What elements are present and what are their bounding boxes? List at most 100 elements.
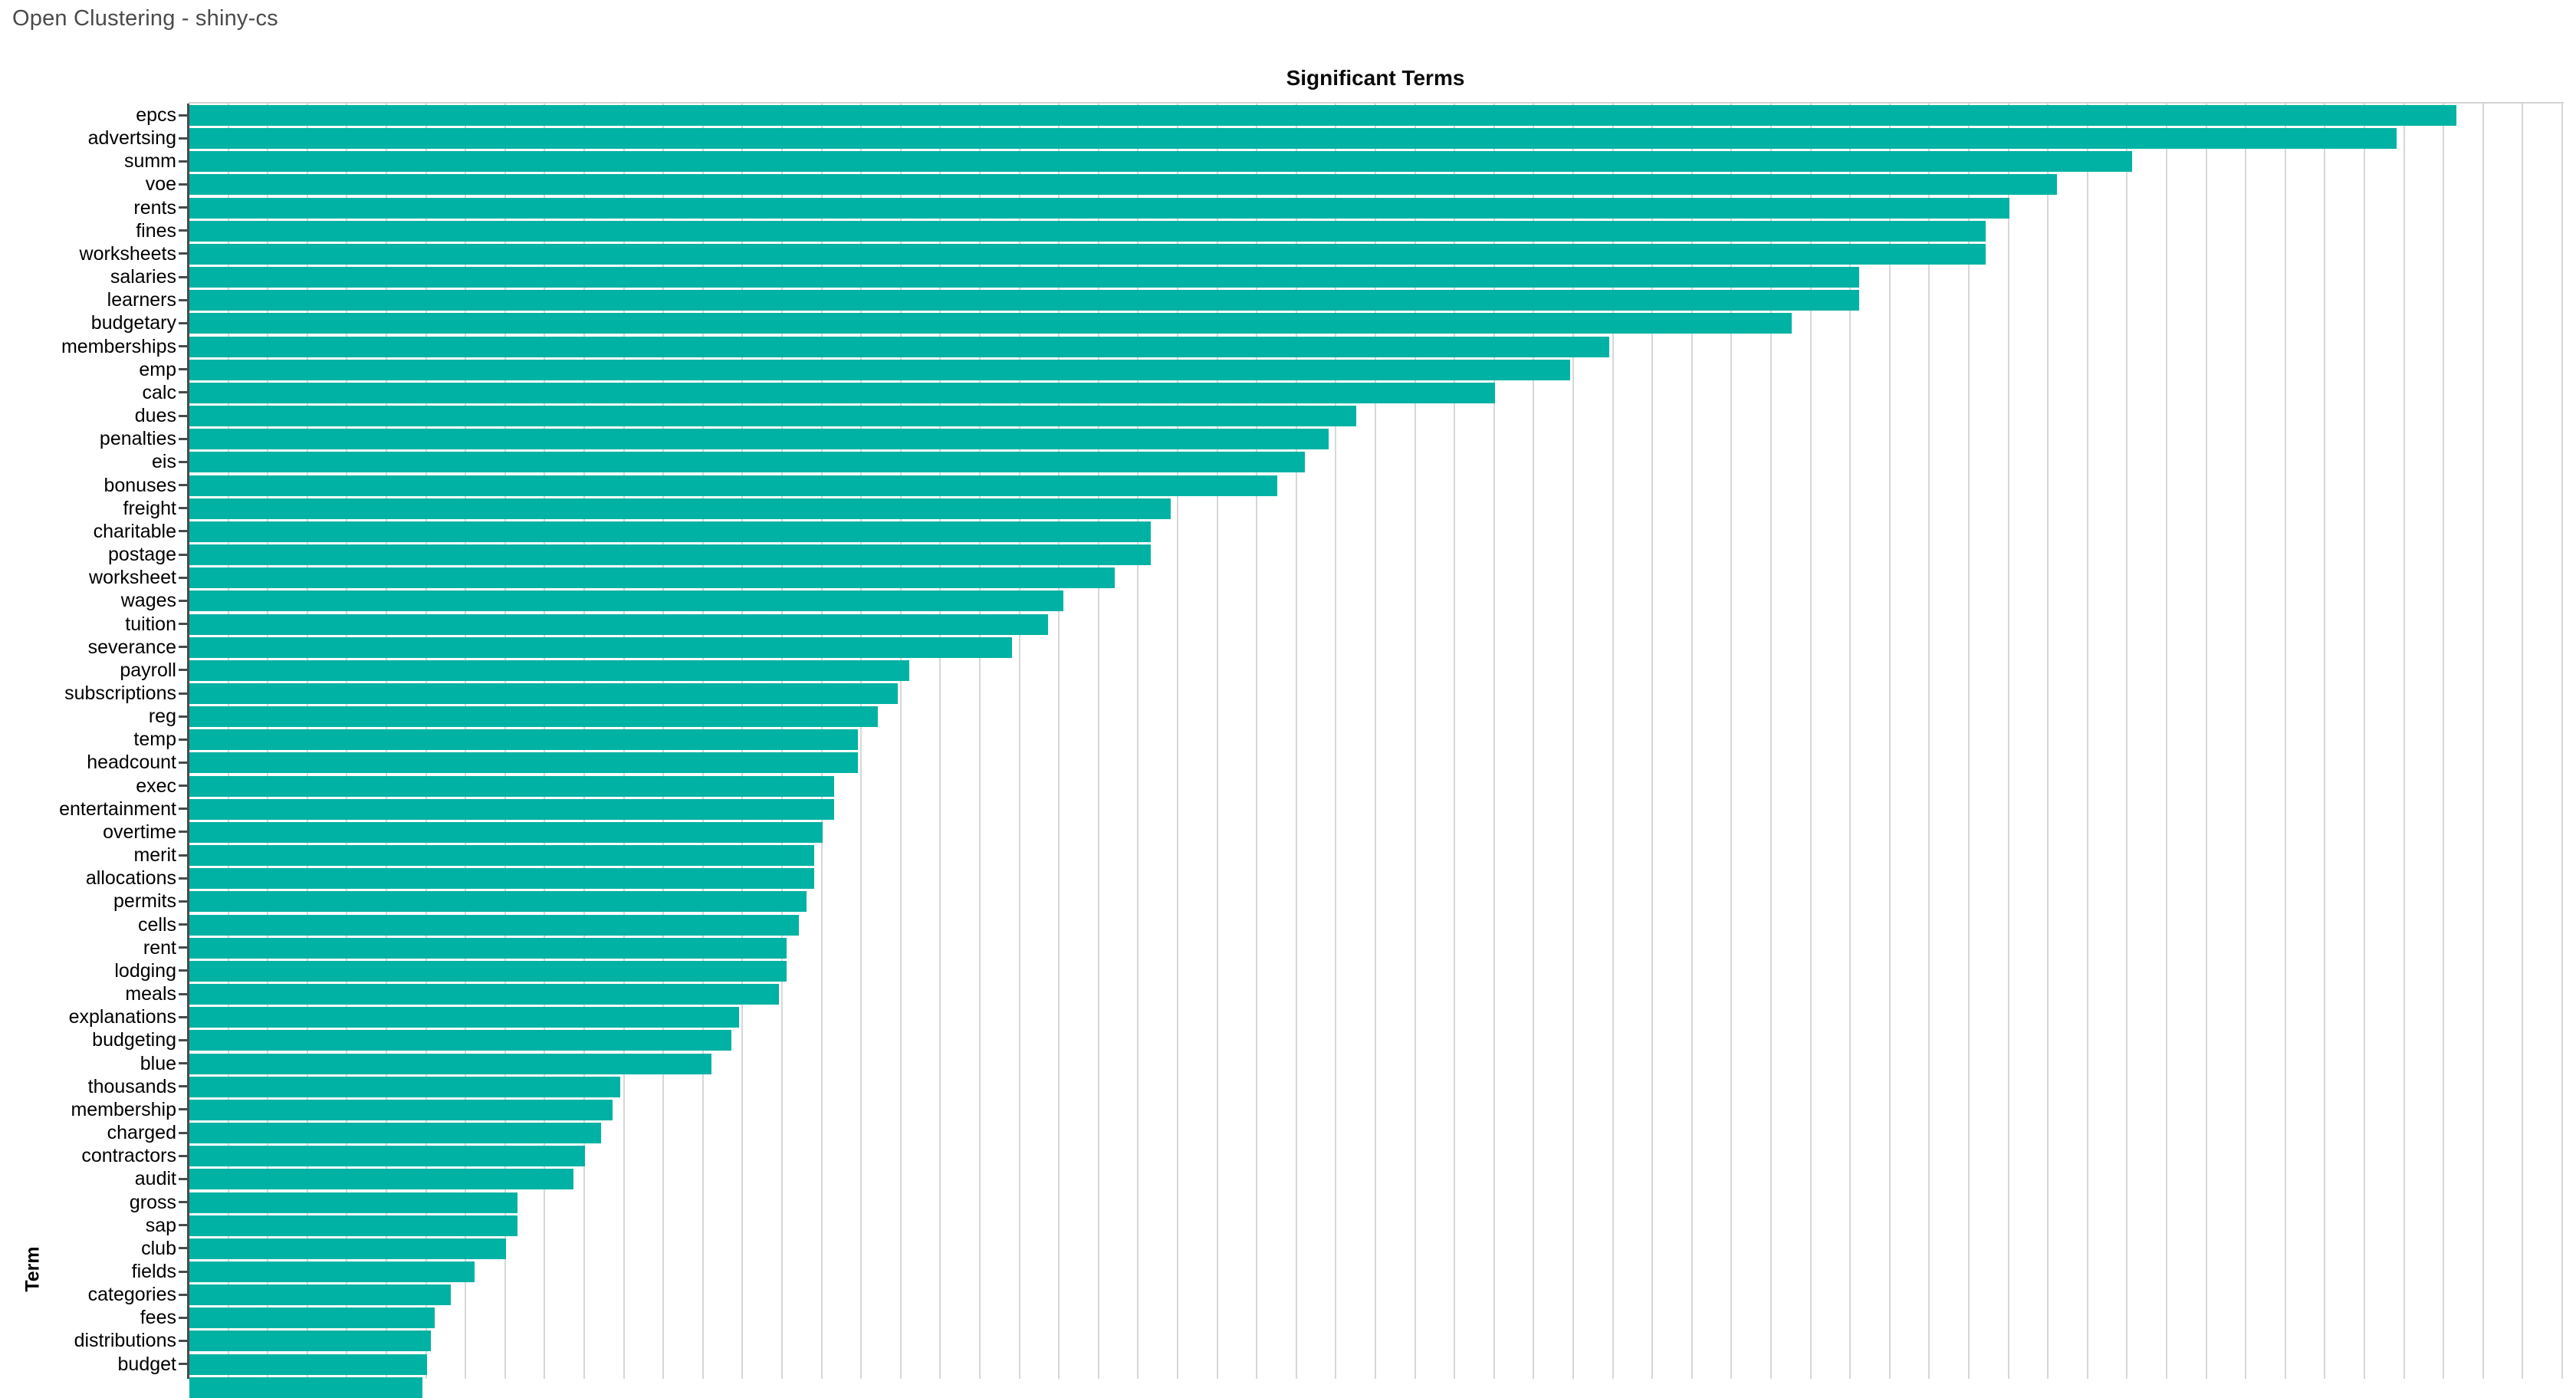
y-tick [179, 923, 187, 926]
app-header-title: Open Clustering - shiny-cs [12, 6, 278, 31]
y-tick [179, 507, 187, 509]
bar-salaries [189, 267, 1859, 288]
y-tick-label: rents [133, 197, 176, 219]
bar-entertainment [189, 799, 834, 820]
x-gridline [2086, 104, 2088, 1379]
plot-area [189, 104, 2563, 1398]
bar-blue [189, 1054, 711, 1074]
y-tick [179, 1085, 187, 1087]
y-tick [179, 623, 187, 625]
x-gridline [1097, 104, 1099, 1379]
y-axis-title: Term [21, 1246, 44, 1292]
y-tick-label: calc [142, 382, 176, 403]
x-gridline [2245, 104, 2247, 1379]
y-tick-label: charged [107, 1122, 176, 1143]
y-tick [179, 229, 187, 232]
bar-membership [189, 1100, 613, 1120]
bar-explanations [189, 1007, 739, 1028]
x-gridline [1612, 104, 1614, 1379]
y-tick-label: sap [145, 1215, 176, 1236]
x-gridline [2522, 104, 2524, 1379]
y-tick-label: memberships [61, 336, 176, 357]
y-tick-label: summ [123, 150, 176, 172]
y-tick-label: categories [87, 1284, 176, 1305]
y-tick-label: contractors [81, 1145, 176, 1166]
x-gridline [1533, 104, 1535, 1379]
y-tick [179, 692, 187, 695]
bar-categories [189, 1285, 451, 1305]
chart-title: Significant Terms [1286, 66, 1465, 90]
x-gridline [1770, 104, 1772, 1379]
y-tick [179, 738, 187, 741]
y-tick [179, 715, 187, 718]
y-tick [179, 322, 187, 324]
x-gridline [860, 104, 863, 1379]
y-tick-label: reg [148, 706, 176, 727]
y-tick [179, 206, 187, 209]
y-tick-label: allocations [85, 867, 176, 889]
x-gridline [1137, 104, 1139, 1379]
y-tick-label: eis [152, 451, 176, 472]
x-gridline [2126, 104, 2128, 1379]
y-tick [179, 1224, 187, 1226]
y-tick [179, 299, 187, 301]
y-tick-label: severance [87, 637, 176, 658]
y-tick-label: dues [134, 405, 176, 426]
x-gridline [2205, 104, 2207, 1379]
y-tick [179, 1155, 187, 1157]
bar-budgetary [189, 313, 1792, 334]
bar-temp [189, 729, 858, 750]
bar-epcs [189, 105, 2456, 126]
y-tick [179, 669, 187, 671]
x-gridline [1691, 104, 1693, 1379]
y-tick-label: salaries [110, 266, 176, 288]
y-tick-label: exec [136, 775, 176, 797]
x-gridline [1018, 104, 1020, 1379]
y-tick [179, 854, 187, 857]
x-gridline [1295, 104, 1297, 1379]
y-tick-label: worksheet [89, 567, 176, 588]
x-gridline [939, 104, 941, 1379]
y-tick [179, 1132, 187, 1134]
y-tick-label: fees [140, 1307, 176, 1328]
bar-calc [189, 383, 1495, 403]
y-tick-label: charitable [93, 521, 176, 542]
bar-club [189, 1238, 506, 1259]
bar-wages [189, 590, 1063, 611]
x-gridline [2364, 104, 2365, 1379]
y-tick-label: advertsing [87, 127, 176, 149]
bar-postage [189, 544, 1151, 565]
y-tick-label: payroll [120, 660, 176, 681]
bar-freight [189, 498, 1171, 519]
y-tick-label: headcount [87, 752, 176, 773]
y-tick-label: gross [129, 1192, 176, 1213]
y-tick [179, 484, 187, 486]
y-tick-label: distributions [74, 1330, 176, 1351]
y-tick-label: bonuses [104, 475, 176, 496]
x-gridline [1928, 104, 1930, 1379]
bar-fines [189, 221, 1986, 242]
y-tick [179, 1108, 187, 1110]
y-tick-label: learners [107, 289, 176, 311]
bar-charged [189, 1123, 601, 1143]
y-tick-label: overtime [103, 821, 176, 843]
bar-allocations [189, 868, 814, 889]
y-tick [179, 252, 187, 255]
y-tick [179, 461, 187, 463]
y-tick-label: club [141, 1238, 176, 1259]
x-gridline [2047, 104, 2049, 1379]
x-gridline [1572, 104, 1574, 1379]
y-tick-label: epcs [136, 104, 176, 126]
y-tick [179, 877, 187, 880]
y-tick-label: thousands [87, 1076, 176, 1097]
y-tick [179, 969, 187, 972]
y-tick [179, 600, 187, 602]
y-tick-label: fines [136, 220, 176, 242]
y-tick [179, 183, 187, 186]
y-tick-label: tuition [125, 613, 176, 635]
bar-budgeting [189, 1030, 731, 1051]
y-tick [179, 345, 187, 347]
y-tick [179, 946, 187, 949]
y-tick-label: fields [131, 1261, 176, 1282]
